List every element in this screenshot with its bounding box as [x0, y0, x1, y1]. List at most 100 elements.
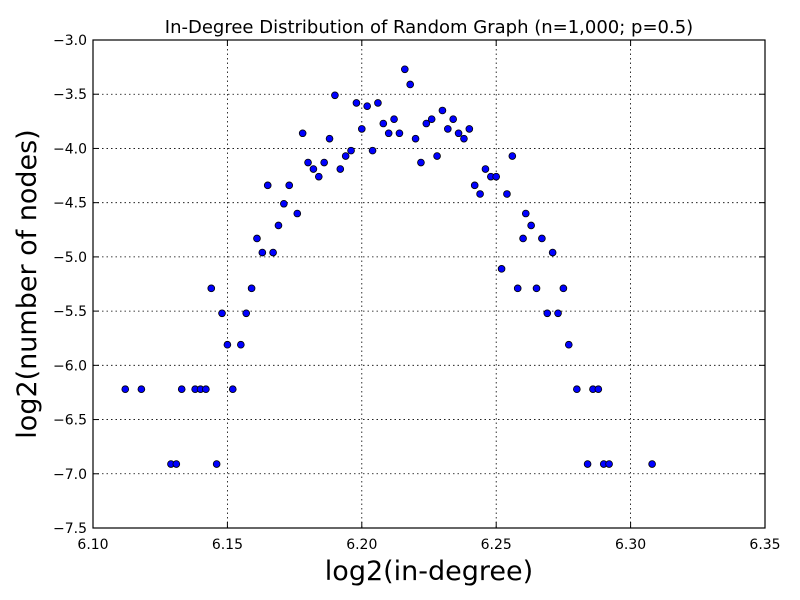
data-point — [228, 385, 237, 393]
data-point — [223, 340, 232, 349]
data-point — [460, 134, 468, 143]
data-point — [427, 115, 436, 123]
data-point — [476, 190, 484, 198]
data-point — [503, 190, 511, 198]
y-tick-label: −7.0 — [53, 467, 87, 483]
x-tick-label: 6.35 — [749, 537, 780, 553]
data-points — [121, 65, 656, 468]
data-point — [320, 158, 328, 167]
data-point — [406, 80, 414, 89]
data-point — [422, 119, 431, 128]
data-point — [648, 460, 656, 468]
data-point — [237, 340, 245, 349]
data-point — [357, 125, 366, 133]
data-point — [449, 115, 457, 123]
data-point — [532, 284, 541, 293]
data-point — [218, 309, 226, 318]
data-point — [368, 146, 377, 155]
y-tick-label: −6.0 — [53, 358, 87, 374]
data-point — [513, 284, 522, 293]
chart-title: In-Degree Distribution of Random Graph (… — [165, 17, 693, 38]
data-point — [269, 248, 277, 257]
data-point — [465, 125, 474, 133]
data-point — [172, 460, 181, 468]
data-point — [384, 129, 393, 138]
data-point — [352, 99, 361, 107]
data-point — [605, 460, 613, 468]
data-point — [433, 152, 441, 160]
data-point — [527, 221, 535, 230]
data-point — [379, 119, 388, 128]
data-point — [274, 221, 283, 230]
data-point — [258, 248, 267, 257]
data-point — [341, 152, 350, 160]
y-tick-label: −3.0 — [53, 33, 87, 49]
data-point — [554, 309, 562, 318]
x-tick-label: 6.25 — [481, 537, 512, 553]
data-point — [247, 284, 256, 293]
data-point — [212, 460, 221, 468]
grid — [93, 40, 765, 528]
data-point — [401, 65, 409, 74]
y-tick-label: −5.0 — [53, 250, 87, 266]
x-tick-label: 6.20 — [346, 537, 377, 553]
y-tick-label: −7.5 — [53, 521, 87, 537]
data-point — [508, 152, 517, 160]
x-tick-label: 6.10 — [77, 537, 108, 553]
data-point — [594, 385, 603, 393]
data-point — [395, 129, 404, 138]
data-point — [573, 385, 581, 393]
x-tick-label: 6.15 — [212, 537, 243, 553]
data-point — [583, 460, 592, 468]
data-point — [336, 165, 345, 173]
data-point — [263, 181, 272, 190]
data-point — [363, 102, 371, 110]
data-point — [242, 309, 251, 318]
data-point — [293, 209, 302, 218]
y-tick-label: −4.0 — [53, 141, 87, 157]
data-point — [331, 91, 339, 100]
data-point — [470, 181, 479, 190]
y-tick-label: −5.5 — [53, 304, 87, 320]
data-point — [548, 248, 557, 257]
data-point — [314, 172, 323, 181]
data-point — [374, 99, 382, 107]
data-point — [304, 158, 312, 167]
data-point — [438, 106, 447, 115]
data-point — [285, 181, 294, 190]
x-axis-label: log2(in-degree) — [325, 556, 533, 587]
data-point — [497, 265, 506, 273]
data-point — [481, 165, 490, 173]
y-tick-label: −3.5 — [53, 87, 87, 103]
data-point — [417, 158, 425, 167]
data-point — [411, 134, 420, 143]
data-point — [492, 172, 501, 181]
data-point — [543, 309, 552, 318]
x-tick-label: 6.30 — [615, 537, 646, 553]
data-point — [298, 129, 307, 138]
data-point — [253, 234, 261, 243]
y-tick-label: −6.5 — [53, 413, 87, 429]
data-point — [564, 340, 573, 349]
data-point — [202, 385, 210, 393]
data-point — [454, 129, 463, 138]
data-point — [325, 134, 334, 143]
data-point — [177, 385, 186, 393]
axis-ticks: 6.10 6.15 6.20 6.25 6.30 6.35 −3.0 −3.5 −4.0 −4.5… — [53, 33, 781, 553]
data-point — [390, 115, 398, 123]
y-tick-label: −4.5 — [53, 196, 87, 212]
data-point — [521, 209, 530, 218]
plot-frame — [92, 39, 766, 529]
data-point — [309, 165, 318, 173]
y-axis-label: log2(number of nodes) — [12, 129, 43, 438]
data-point — [137, 385, 146, 393]
data-point — [280, 199, 288, 208]
data-point — [559, 284, 568, 293]
data-point — [538, 234, 546, 243]
data-point — [121, 385, 130, 393]
data-point — [207, 284, 216, 293]
data-point — [519, 234, 527, 243]
data-point — [444, 125, 452, 133]
data-point — [347, 146, 355, 155]
